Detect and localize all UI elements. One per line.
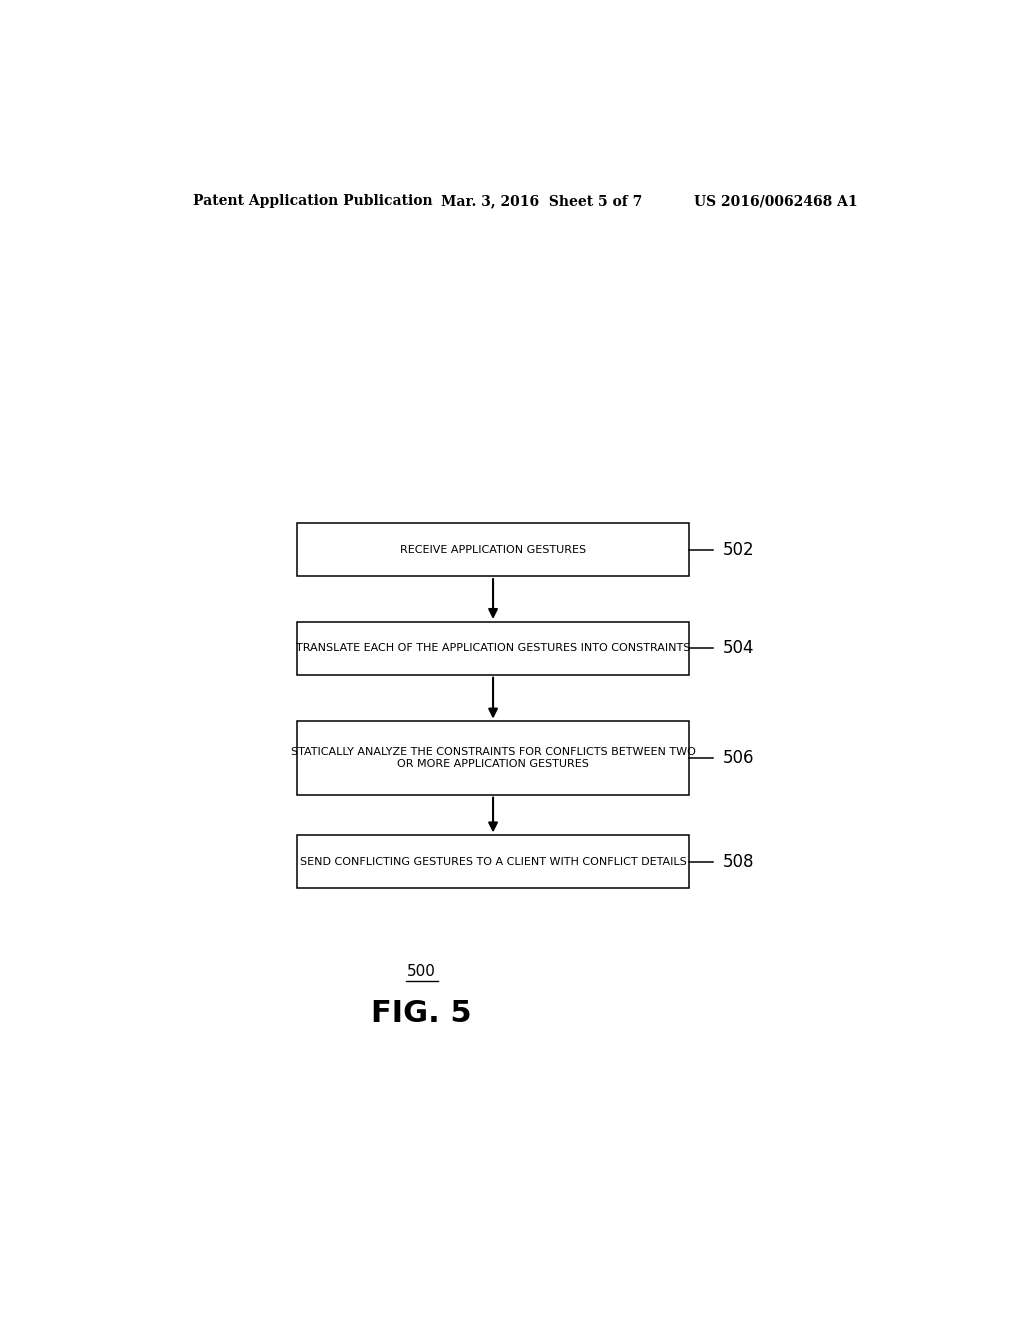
FancyBboxPatch shape xyxy=(297,622,689,675)
FancyBboxPatch shape xyxy=(297,836,689,888)
Text: 508: 508 xyxy=(723,853,755,871)
Text: SEND CONFLICTING GESTURES TO A CLIENT WITH CONFLICT DETAILS: SEND CONFLICTING GESTURES TO A CLIENT WI… xyxy=(300,857,686,867)
Text: TRANSLATE EACH OF THE APPLICATION GESTURES INTO CONSTRAINTS: TRANSLATE EACH OF THE APPLICATION GESTUR… xyxy=(296,643,690,653)
FancyBboxPatch shape xyxy=(297,523,689,576)
Text: STATICALLY ANALYZE THE CONSTRAINTS FOR CONFLICTS BETWEEN TWO
OR MORE APPLICATION: STATICALLY ANALYZE THE CONSTRAINTS FOR C… xyxy=(291,747,695,768)
Text: 502: 502 xyxy=(723,541,755,558)
Text: RECEIVE APPLICATION GESTURES: RECEIVE APPLICATION GESTURES xyxy=(400,545,586,554)
Text: 506: 506 xyxy=(723,748,755,767)
FancyBboxPatch shape xyxy=(297,722,689,795)
Text: 500: 500 xyxy=(408,964,436,979)
Text: FIG. 5: FIG. 5 xyxy=(372,999,472,1028)
Text: US 2016/0062468 A1: US 2016/0062468 A1 xyxy=(694,194,858,209)
Text: Mar. 3, 2016  Sheet 5 of 7: Mar. 3, 2016 Sheet 5 of 7 xyxy=(441,194,643,209)
Text: 504: 504 xyxy=(723,639,755,657)
Text: Patent Application Publication: Patent Application Publication xyxy=(194,194,433,209)
